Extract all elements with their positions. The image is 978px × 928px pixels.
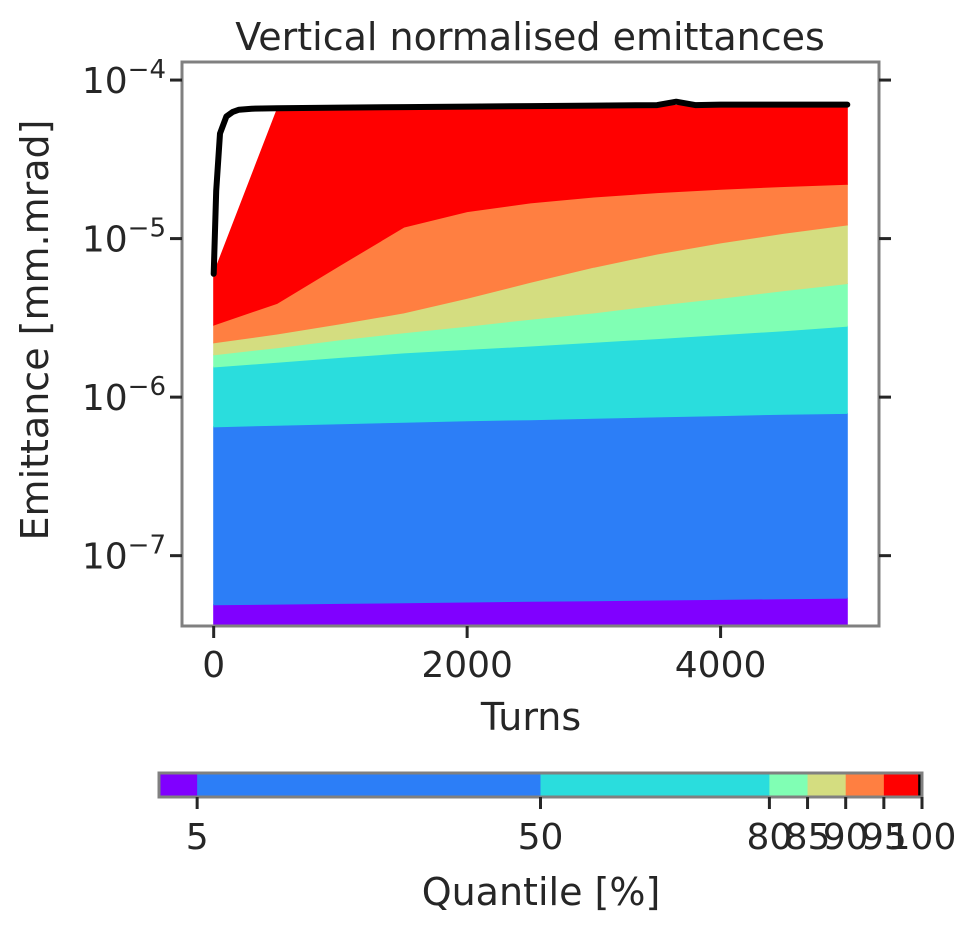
- band-5-50: [213, 412, 848, 606]
- colorbar-tick-label: 85: [785, 817, 831, 858]
- y-tick-label: 10−4: [82, 55, 166, 102]
- colorbar-segment-95-99.5: [883, 773, 919, 797]
- colorbar-segment-0-5: [159, 773, 198, 797]
- y-tick-label: 10−7: [82, 531, 166, 578]
- y-axis-label: Emittance [mm.mrad]: [13, 120, 57, 541]
- colorbar-segment-50-80: [540, 773, 770, 797]
- plot-frame: [180, 60, 881, 628]
- colorbar-segment-85-90: [807, 773, 847, 797]
- colorbar-tick-label: 100: [888, 817, 957, 858]
- colorbar-tick-label: 50: [518, 817, 564, 858]
- colorbar-tick-label: 90: [823, 817, 869, 858]
- x-axis-label: Turns: [480, 695, 581, 739]
- x-tick-label: 0: [202, 645, 225, 686]
- y-axis: 10−7 10−6 10−5 10−4: [82, 55, 891, 578]
- plot-area: [180, 60, 881, 628]
- chart-title: Vertical normalised emittances: [235, 15, 825, 59]
- colorbar-segment-80-85: [769, 773, 809, 797]
- colorbar-segment-99.5-100: [918, 773, 923, 797]
- colorbar-segment-90-95: [845, 773, 885, 797]
- x-axis: 0 2000 4000: [202, 626, 766, 686]
- x-tick-label: 4000: [675, 645, 767, 686]
- colorbar-tick-label: 5: [186, 817, 209, 858]
- x-tick-label: 2000: [421, 645, 513, 686]
- max-emittance-line: [210, 98, 851, 277]
- y-tick-label: 10−5: [82, 214, 166, 261]
- colorbar-label: Quantile [%]: [422, 870, 661, 914]
- colorbar-tick-label: 80: [746, 817, 792, 858]
- colorbar-segment-5-50: [197, 773, 541, 797]
- colorbar-tick-label: 95: [861, 817, 907, 858]
- y-tick-label: 10−6: [82, 372, 166, 419]
